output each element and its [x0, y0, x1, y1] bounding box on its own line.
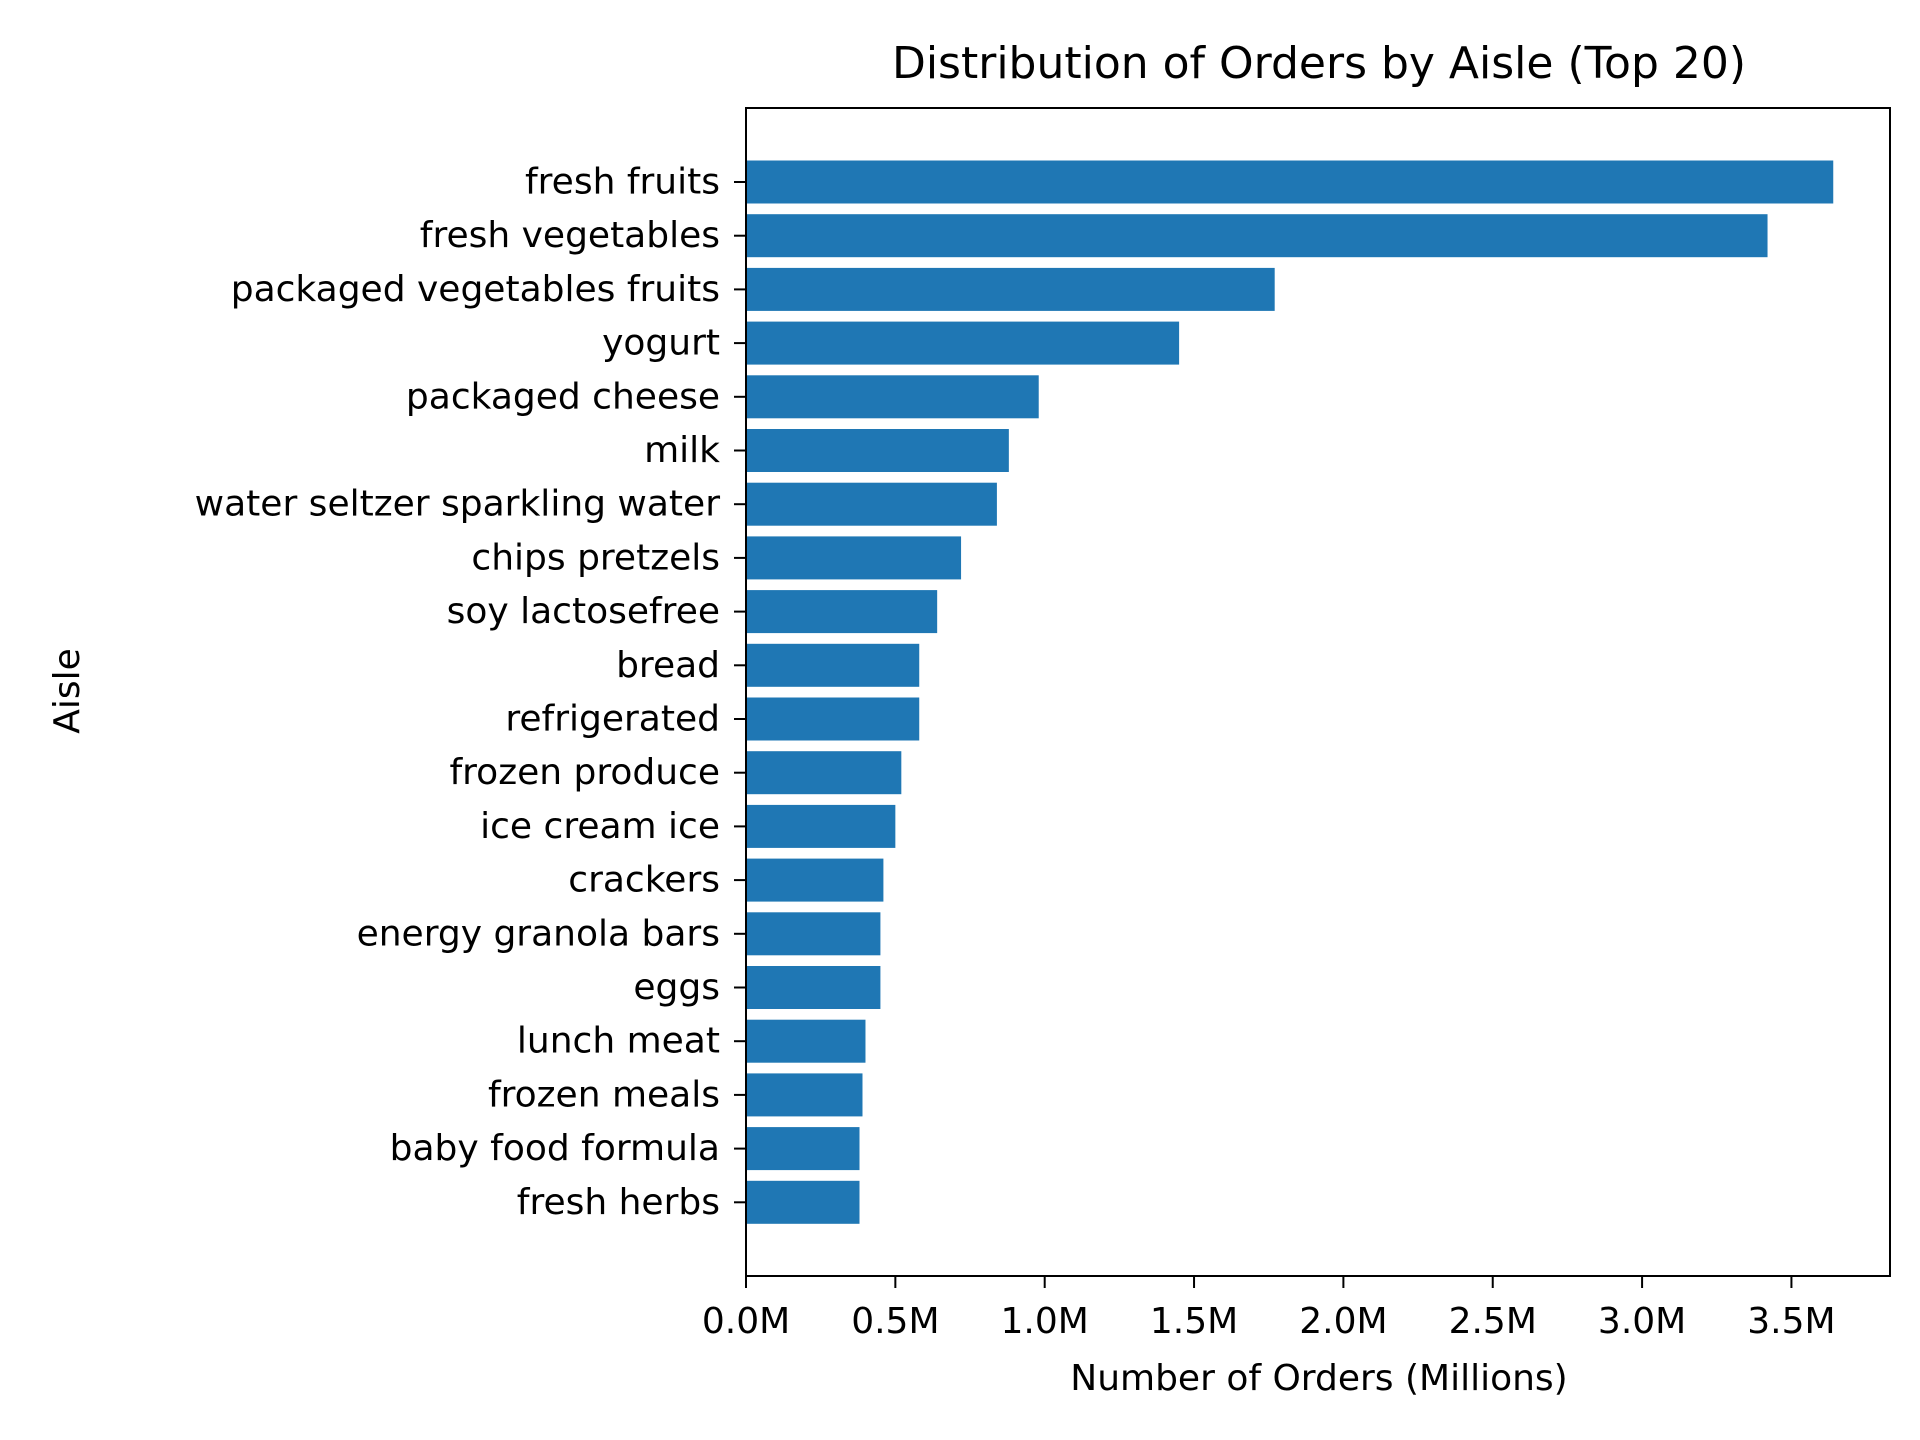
y-tick-label: fresh herbs [517, 1182, 720, 1223]
x-tick-label: 3.5M [1747, 1301, 1835, 1342]
bar-frozen-produce [746, 751, 902, 795]
y-tick-label: soy lactosefree [447, 591, 720, 632]
plot-frame [745, 107, 1891, 1277]
x-tick-label: 0.0M [702, 1301, 790, 1342]
x-tick-label: 0.5M [851, 1301, 939, 1342]
y-tick-label: eggs [633, 967, 720, 1008]
y-axis: fresh fruits fresh vegetables packaged veg… [195, 162, 746, 1223]
y-tick-label: fresh vegetables [420, 215, 720, 256]
y-tick-label: fresh fruits [525, 162, 720, 203]
bar-packaged-cheese [746, 375, 1039, 419]
y-tick-label: milk [644, 430, 720, 471]
chart-title: Distribution of Orders by Aisle (Top 20) [892, 38, 1746, 89]
bar-baby-food-formula [746, 1127, 860, 1171]
bar-frozen-meals [746, 1073, 863, 1117]
bar-fresh-herbs [746, 1180, 860, 1224]
bar-chips-pretzels [746, 536, 962, 580]
x-tick-label: 2.0M [1299, 1301, 1387, 1342]
x-axis: 0.0M 0.5M 1.0M 1.5M 2.0M 2.5M 3.0M 3.5M [702, 1276, 1836, 1342]
x-tick-label: 3.0M [1598, 1301, 1686, 1342]
x-tick-label: 1.0M [1001, 1301, 1089, 1342]
y-axis-label: Aisle [47, 648, 88, 734]
bar-milk [746, 429, 1009, 472]
bar-water-seltzer-sparkling-water [746, 482, 997, 526]
y-tick-label: water seltzer sparkling water [195, 484, 721, 525]
bar-refrigerated [746, 697, 920, 741]
y-tick-label: lunch meat [517, 1021, 720, 1062]
bar-packaged-vegetables-fruits [746, 267, 1275, 311]
bar-lunch-meat [746, 1019, 866, 1063]
x-tick-label: 1.5M [1150, 1301, 1238, 1342]
y-tick-label: bread [616, 645, 720, 686]
bar-energy-granola-bars [746, 912, 881, 956]
bar-crackers [746, 858, 884, 902]
y-tick-label: packaged vegetables fruits [231, 269, 720, 310]
bar-fresh-vegetables [746, 214, 1768, 258]
bar-fresh-fruits [746, 160, 1834, 204]
x-axis-label: Number of Orders (Millions) [1070, 1358, 1567, 1399]
y-tick-label: refrigerated [505, 699, 720, 740]
bar-yogurt [746, 321, 1180, 365]
y-tick-label: energy granola bars [357, 913, 720, 954]
y-tick-label: yogurt [602, 323, 720, 364]
y-tick-label: crackers [568, 860, 720, 901]
bar-ice-cream-ice [746, 804, 896, 848]
y-tick-label: ice cream ice [480, 806, 720, 847]
bars-group [746, 160, 1834, 1224]
y-tick-label: baby food formula [390, 1128, 720, 1169]
y-tick-label: frozen meals [488, 1074, 720, 1115]
y-tick-label: chips pretzels [471, 537, 720, 578]
y-tick-label: frozen produce [449, 752, 720, 793]
bar-bread [746, 643, 920, 687]
x-tick-label: 2.5M [1449, 1301, 1537, 1342]
y-tick-label: packaged cheese [406, 376, 720, 417]
bar-eggs [746, 966, 881, 1009]
bar-soy-lactosefree [746, 590, 938, 634]
